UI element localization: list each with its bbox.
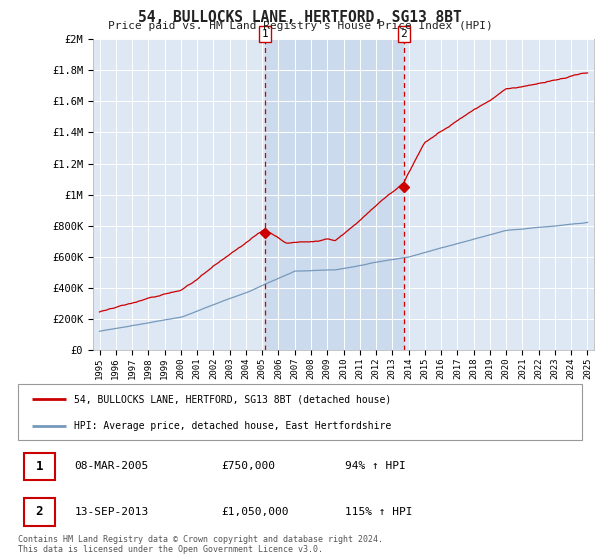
FancyBboxPatch shape bbox=[23, 452, 55, 480]
Text: 94% ↑ HPI: 94% ↑ HPI bbox=[345, 461, 406, 472]
Text: 54, BULLOCKS LANE, HERTFORD, SG13 8BT: 54, BULLOCKS LANE, HERTFORD, SG13 8BT bbox=[138, 10, 462, 25]
Text: 1: 1 bbox=[35, 460, 43, 473]
Text: 08-MAR-2005: 08-MAR-2005 bbox=[74, 461, 149, 472]
Text: 13-SEP-2013: 13-SEP-2013 bbox=[74, 507, 149, 517]
Text: 2: 2 bbox=[35, 505, 43, 518]
Text: 1: 1 bbox=[262, 29, 269, 39]
Text: 115% ↑ HPI: 115% ↑ HPI bbox=[345, 507, 413, 517]
Bar bbox=[265, 39, 404, 350]
Text: 2: 2 bbox=[400, 29, 407, 39]
FancyBboxPatch shape bbox=[18, 384, 582, 440]
Text: 54, BULLOCKS LANE, HERTFORD, SG13 8BT (detached house): 54, BULLOCKS LANE, HERTFORD, SG13 8BT (d… bbox=[74, 394, 392, 404]
FancyBboxPatch shape bbox=[23, 498, 55, 526]
Text: HPI: Average price, detached house, East Hertfordshire: HPI: Average price, detached house, East… bbox=[74, 421, 392, 431]
Text: £1,050,000: £1,050,000 bbox=[221, 507, 289, 517]
Text: This data is licensed under the Open Government Licence v3.0.: This data is licensed under the Open Gov… bbox=[18, 545, 323, 554]
Text: £750,000: £750,000 bbox=[221, 461, 275, 472]
Text: Price paid vs. HM Land Registry's House Price Index (HPI): Price paid vs. HM Land Registry's House … bbox=[107, 21, 493, 31]
Text: Contains HM Land Registry data © Crown copyright and database right 2024.: Contains HM Land Registry data © Crown c… bbox=[18, 535, 383, 544]
